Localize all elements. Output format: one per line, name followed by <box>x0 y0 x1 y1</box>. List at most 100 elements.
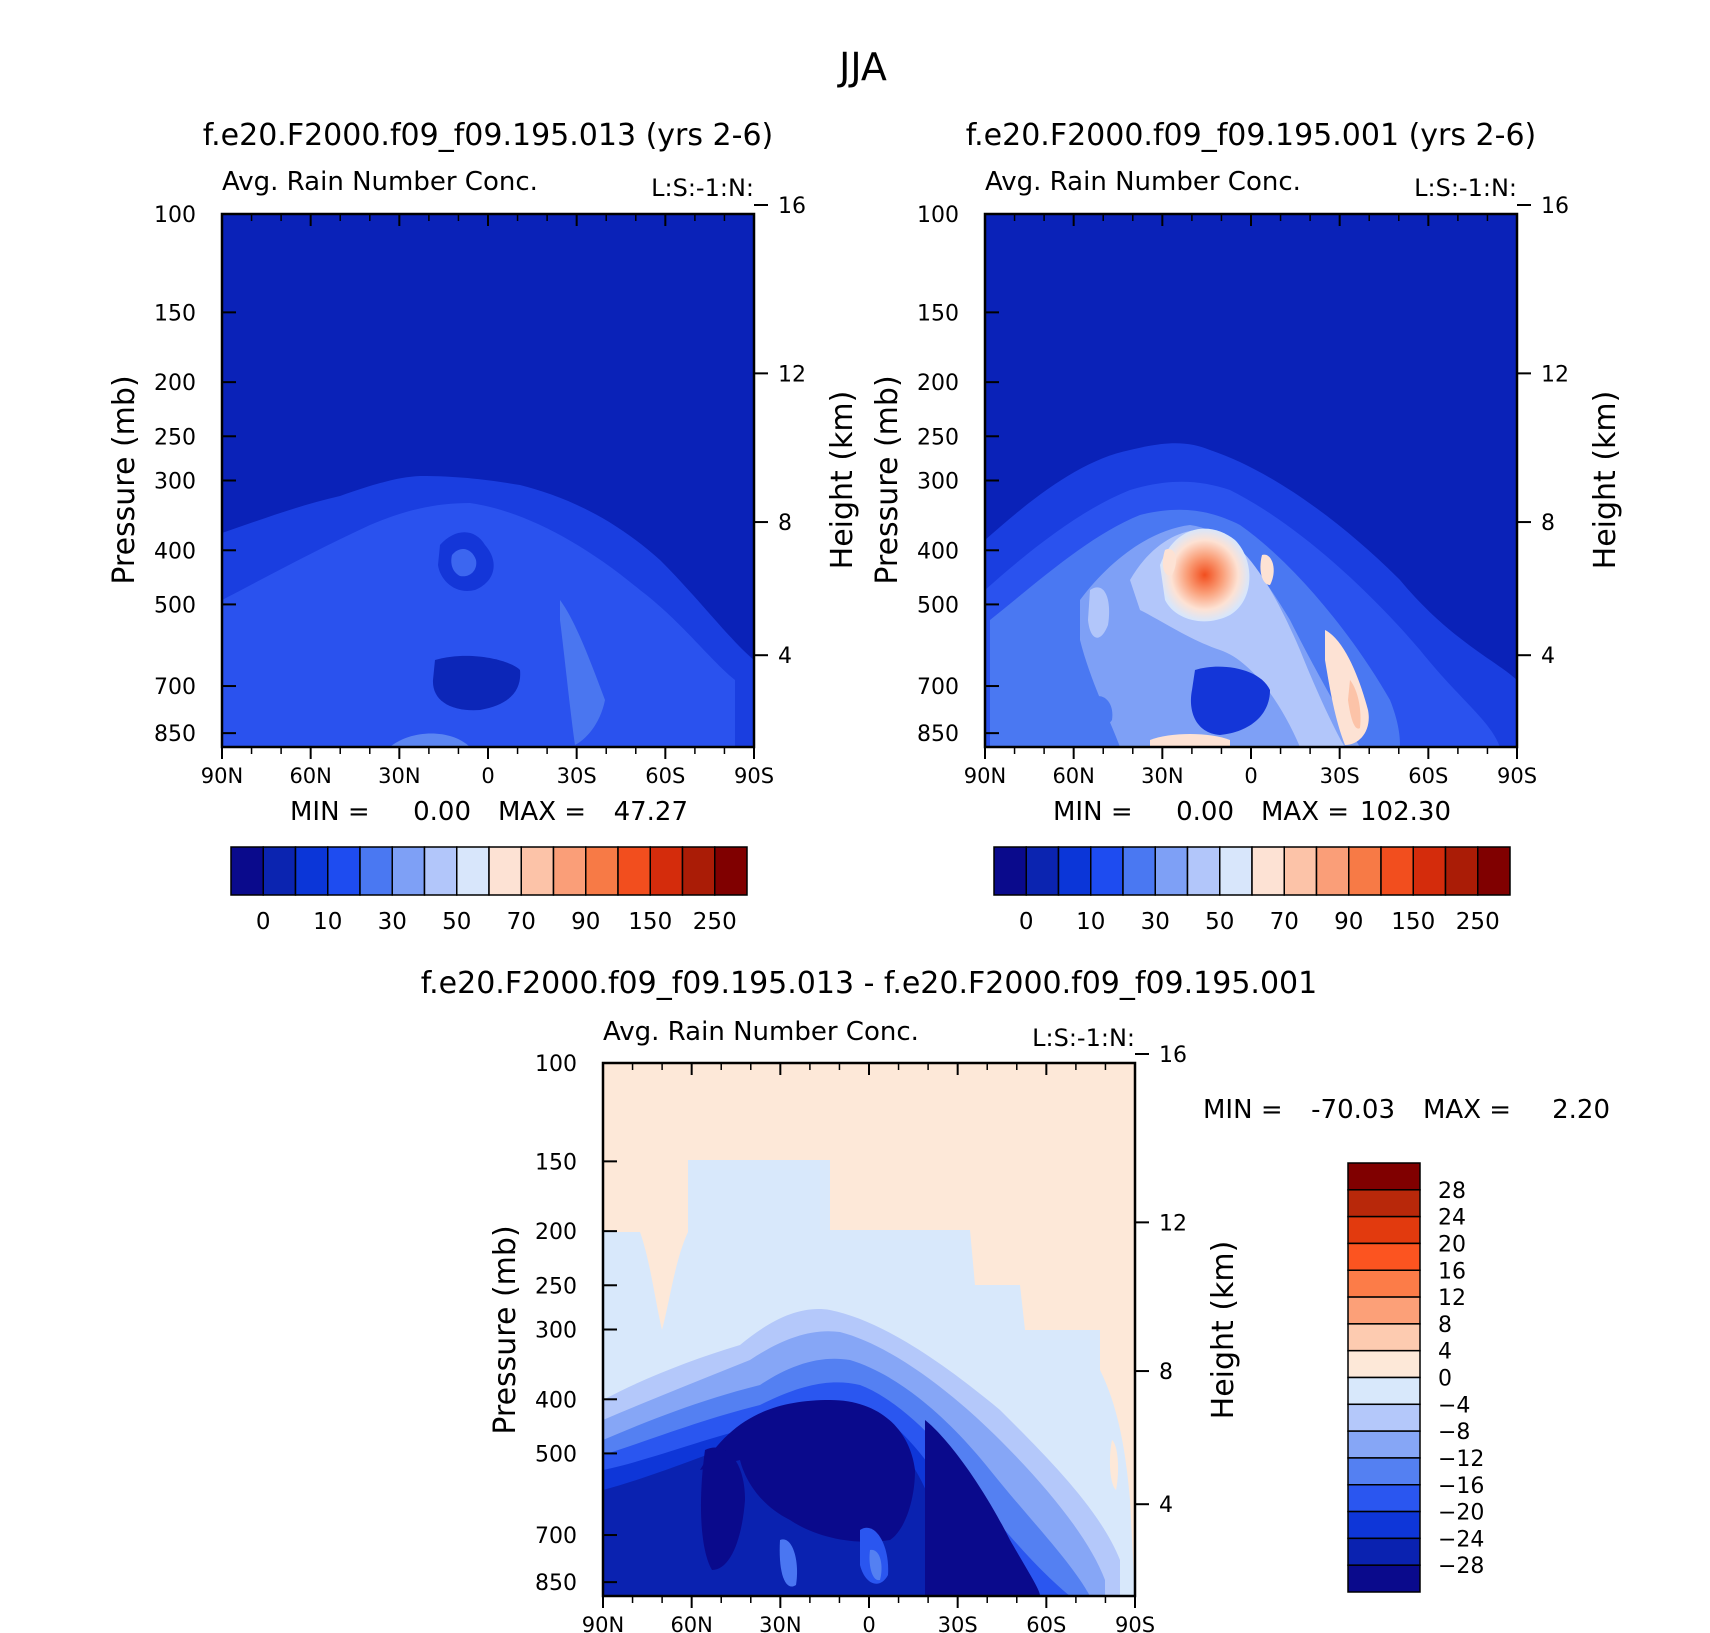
x-tick-label: 0 <box>862 1613 875 1633</box>
y-tick-label: 200 <box>154 371 196 396</box>
colorbar-label: 0 <box>1019 909 1034 935</box>
x-tick-label: 90N <box>964 764 1006 788</box>
colorbar-swatch <box>1347 1510 1421 1540</box>
y-tick-label: 400 <box>535 1388 577 1413</box>
max-value: 2.20 <box>1552 1095 1610 1125</box>
colorbar-label: 28 <box>1438 1179 1466 1204</box>
y-tick-label: 700 <box>154 675 196 700</box>
y-tick-label: 850 <box>917 722 959 747</box>
colorbar-swatch <box>1283 846 1318 896</box>
min-label: MIN = <box>1203 1095 1283 1125</box>
y-tick-label: 700 <box>917 675 959 700</box>
colorbar-swatch <box>1347 1403 1421 1432</box>
colorbar-swatch <box>1122 846 1156 896</box>
y-tick-label: 100 <box>535 1052 577 1077</box>
panel-top-right: f.e20.F2000.f09_f09.195.001 (yrs 2-6) Av… <box>870 118 1623 935</box>
y-tick-label: 100 <box>154 203 196 228</box>
min-label: MIN = <box>290 797 370 827</box>
colorbar-swatch <box>520 846 555 896</box>
colorbar-swatch <box>1186 846 1221 896</box>
y2-tick-label: 4 <box>1159 1493 1173 1518</box>
colorbar-swatch <box>1025 846 1060 896</box>
x-tick-label: 30N <box>1141 764 1183 788</box>
colorbar-label: 8 <box>1438 1313 1452 1338</box>
contour-field <box>603 1063 1135 1596</box>
x-tick-label: 30S <box>938 1613 978 1633</box>
colorbar-swatch <box>617 846 651 896</box>
y-tick-label: 850 <box>154 722 196 747</box>
y2-tick-label: 8 <box>1541 511 1555 536</box>
colorbar-swatch <box>1347 1349 1421 1379</box>
colorbar-label: −24 <box>1438 1527 1484 1552</box>
colorbar-label: 70 <box>1270 909 1299 935</box>
colorbar-swatch <box>262 846 297 896</box>
x-tick-label: 60S <box>645 764 685 788</box>
colorbar-label: 70 <box>507 909 536 935</box>
max-value: 47.27 <box>614 797 688 827</box>
y-axis-label: Pressure (mb) <box>107 375 142 584</box>
y-tick-label: 300 <box>917 470 959 495</box>
y-tick-label: 150 <box>917 301 959 326</box>
colorbar-swatch <box>1347 1162 1421 1191</box>
colorbar-label: 24 <box>1438 1206 1466 1231</box>
level-annotation: L:S:-1:N: <box>1032 1024 1135 1052</box>
colorbar-swatch <box>681 846 716 896</box>
y2-tick-label: 4 <box>1541 644 1555 669</box>
colorbar-swatch <box>993 846 1027 896</box>
y-tick-label: 150 <box>535 1150 577 1175</box>
colorbar-label: 150 <box>628 909 672 935</box>
y2-tick-label: 16 <box>778 194 806 219</box>
y-tick-label: 250 <box>154 425 196 450</box>
y-tick-label: 100 <box>917 203 959 228</box>
y2-tick-label: 12 <box>1159 1211 1187 1236</box>
colorbar-swatch <box>456 846 490 896</box>
panel-title: f.e20.F2000.f09_f09.195.001 (yrs 2-6) <box>966 118 1536 153</box>
x-tick-label: 60N <box>670 1613 712 1633</box>
y2-tick-label: 8 <box>1159 1360 1173 1385</box>
colorbar-swatch <box>1347 1269 1421 1298</box>
min-value: -70.03 <box>1311 1095 1395 1125</box>
x-tick-label: 90S <box>1115 1613 1155 1633</box>
max-label: MAX = <box>1261 797 1349 827</box>
colorbar-swatch <box>1347 1430 1421 1459</box>
y2-tick-label: 4 <box>778 644 792 669</box>
colorbar-label: 50 <box>442 909 471 935</box>
colorbar-label: 20 <box>1438 1232 1466 1257</box>
min-label: MIN = <box>1053 797 1133 827</box>
colorbar-swatch <box>1090 846 1124 896</box>
colorbar-label: 0 <box>1438 1367 1452 1392</box>
colorbar-swatch <box>1477 846 1511 896</box>
y-axis-label: Pressure (mb) <box>488 1225 523 1434</box>
x-tick-label: 60N <box>289 764 331 788</box>
panel-top-left: f.e20.F2000.f09_f09.195.013 (yrs 2-6) Av… <box>107 118 860 935</box>
max-label: MAX = <box>1423 1095 1511 1125</box>
colorbar-label: 0 <box>256 909 271 935</box>
colorbar-swatch <box>1347 1296 1421 1325</box>
colorbar-label: −16 <box>1438 1474 1484 1499</box>
colorbar-swatch <box>423 846 458 896</box>
y-tick-label: 300 <box>535 1319 577 1344</box>
colorbar-swatch <box>1347 1564 1421 1593</box>
x-tick-label: 30S <box>557 764 597 788</box>
x-tick-label: 90S <box>1497 764 1537 788</box>
colorbar-label: 12 <box>1438 1286 1466 1311</box>
colorbar-label: 90 <box>1334 909 1363 935</box>
colorbar-label: 10 <box>1076 909 1105 935</box>
colorbar-label: 30 <box>378 909 407 935</box>
colorbar-label: 4 <box>1438 1340 1452 1365</box>
colorbar-label: 30 <box>1141 909 1170 935</box>
x-tick-label: 90S <box>734 764 774 788</box>
y-tick-label: 150 <box>154 301 196 326</box>
panel-title: f.e20.F2000.f09_f09.195.013 - f.e20.F200… <box>421 966 1317 1001</box>
colorbar-swatch <box>1347 1537 1421 1566</box>
colorbar-swatch <box>1347 1189 1421 1218</box>
colorbar-swatch <box>327 846 361 896</box>
colorbar-swatch <box>1347 1457 1421 1486</box>
colorbar-swatch <box>649 846 684 896</box>
colorbar-label: −8 <box>1438 1420 1470 1445</box>
colorbar-swatch <box>552 846 587 896</box>
panel-bottom-diff: f.e20.F2000.f09_f09.195.013 - f.e20.F200… <box>421 966 1610 1633</box>
colorbar-swatch <box>1347 1242 1421 1271</box>
y2-tick-label: 12 <box>1541 362 1569 387</box>
